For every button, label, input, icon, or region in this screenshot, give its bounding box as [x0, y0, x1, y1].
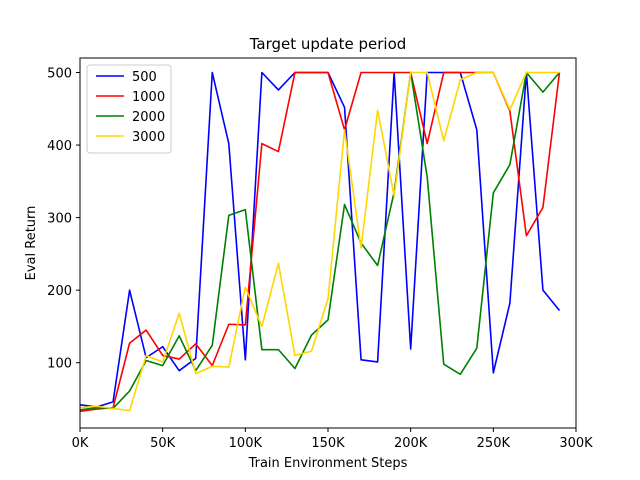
series-line-3000 [79, 71, 560, 412]
plot-area [79, 71, 561, 413]
legend-label: 500 [132, 70, 157, 85]
x-tick-label: 250K [477, 436, 511, 451]
x-axis-ticks: 0K 50K 100K 150K 200K 250K 300K [72, 428, 593, 451]
y-axis-ticks: 100 200 300 400 500 [47, 67, 80, 372]
y-tick-label: 500 [47, 67, 72, 82]
legend-label: 3000 [132, 130, 165, 145]
x-tick-label: 100K [229, 436, 263, 451]
axes-frame [79, 57, 577, 429]
legend-label: 2000 [132, 110, 165, 125]
x-tick-label: 200K [394, 436, 428, 451]
legend-box [86, 64, 172, 154]
y-tick-label: 200 [47, 284, 72, 299]
x-tick-label: 0K [72, 436, 89, 451]
x-tick-label: 50K [150, 436, 176, 451]
chart-title: Target update period [249, 35, 407, 53]
legend-label: 1000 [132, 90, 165, 105]
y-tick-label: 400 [47, 139, 72, 154]
x-tick-label: 300K [559, 436, 593, 451]
x-axis-label: Train Environment Steps [248, 456, 408, 471]
y-tick-label: 100 [47, 357, 72, 372]
x-tick-label: 150K [311, 436, 345, 451]
y-axis-label: Eval Return [24, 206, 39, 281]
y-tick-label: 300 [47, 212, 72, 227]
legend: 500 1000 2000 3000 [86, 64, 172, 154]
